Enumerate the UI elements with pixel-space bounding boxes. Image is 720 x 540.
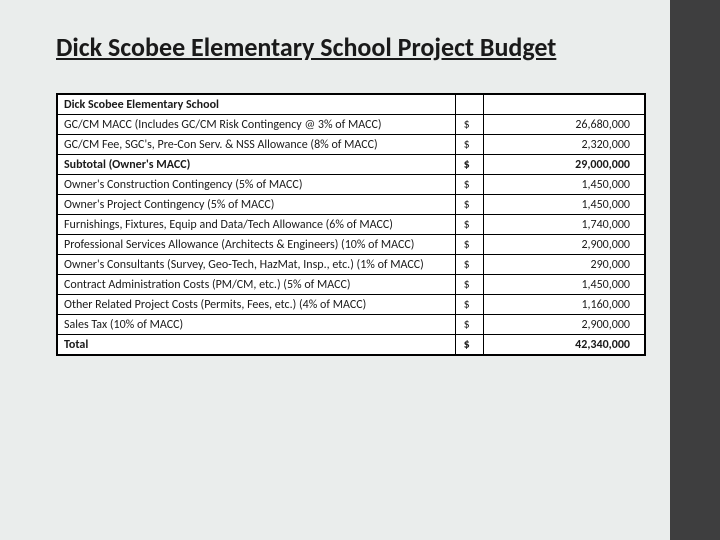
row-currency: $ (455, 255, 483, 275)
row-currency: $ (455, 135, 483, 155)
table-row: Total$42,340,000 (58, 335, 645, 355)
row-amount: 1,160,000 (483, 295, 644, 315)
row-currency: $ (455, 195, 483, 215)
table-header-currency (455, 95, 483, 115)
row-label: Sales Tax (10% of MACC) (58, 315, 456, 335)
table-row: Owner's Project Contingency (5% of MACC)… (58, 195, 645, 215)
row-amount: 2,900,000 (483, 235, 644, 255)
row-currency: $ (455, 275, 483, 295)
table-row: Owner's Consultants (Survey, Geo-Tech, H… (58, 255, 645, 275)
row-label: Subtotal (Owner's MACC) (58, 155, 456, 175)
row-amount: 1,740,000 (483, 215, 644, 235)
row-currency: $ (455, 155, 483, 175)
row-currency: $ (455, 215, 483, 235)
row-label: Owner's Project Contingency (5% of MACC) (58, 195, 456, 215)
table-row: Other Related Project Costs (Permits, Fe… (58, 295, 645, 315)
budget-table: Dick Scobee Elementary School GC/CM MACC… (57, 94, 645, 355)
budget-table-body: Dick Scobee Elementary School GC/CM MACC… (58, 95, 645, 355)
table-row: Owner's Construction Contingency (5% of … (58, 175, 645, 195)
slide-main: Dick Scobee Elementary School Project Bu… (0, 0, 670, 540)
row-amount: 26,680,000 (483, 115, 644, 135)
row-label: GC/CM Fee, SGC's, Pre-Con Serv. & NSS Al… (58, 135, 456, 155)
slide-sidebar (670, 0, 720, 540)
row-label: Furnishings, Fixtures, Equip and Data/Te… (58, 215, 456, 235)
table-row: GC/CM MACC (Includes GC/CM Risk Continge… (58, 115, 645, 135)
page-title: Dick Scobee Elementary School Project Bu… (56, 32, 646, 63)
row-currency: $ (455, 235, 483, 255)
table-header-label: Dick Scobee Elementary School (58, 95, 456, 115)
row-currency: $ (455, 335, 483, 355)
budget-table-wrap: Dick Scobee Elementary School GC/CM MACC… (56, 93, 646, 356)
row-currency: $ (455, 315, 483, 335)
row-label: Other Related Project Costs (Permits, Fe… (58, 295, 456, 315)
row-label: Professional Services Allowance (Archite… (58, 235, 456, 255)
row-label: Owner's Construction Contingency (5% of … (58, 175, 456, 195)
row-amount: 2,320,000 (483, 135, 644, 155)
table-header-amount (483, 95, 644, 115)
table-row: Subtotal (Owner's MACC)$29,000,000 (58, 155, 645, 175)
table-row: Sales Tax (10% of MACC)$2,900,000 (58, 315, 645, 335)
table-row: Professional Services Allowance (Archite… (58, 235, 645, 255)
row-label: Owner's Consultants (Survey, Geo-Tech, H… (58, 255, 456, 275)
table-row: Contract Administration Costs (PM/CM, et… (58, 275, 645, 295)
row-amount: 2,900,000 (483, 315, 644, 335)
row-amount: 1,450,000 (483, 175, 644, 195)
row-amount: 42,340,000 (483, 335, 644, 355)
row-label: Total (58, 335, 456, 355)
row-amount: 1,450,000 (483, 195, 644, 215)
row-currency: $ (455, 115, 483, 135)
row-amount: 290,000 (483, 255, 644, 275)
row-currency: $ (455, 175, 483, 195)
row-amount: 1,450,000 (483, 275, 644, 295)
table-row: Furnishings, Fixtures, Equip and Data/Te… (58, 215, 645, 235)
row-currency: $ (455, 295, 483, 315)
row-amount: 29,000,000 (483, 155, 644, 175)
row-label: GC/CM MACC (Includes GC/CM Risk Continge… (58, 115, 456, 135)
row-label: Contract Administration Costs (PM/CM, et… (58, 275, 456, 295)
table-row: GC/CM Fee, SGC's, Pre-Con Serv. & NSS Al… (58, 135, 645, 155)
table-header-row: Dick Scobee Elementary School (58, 95, 645, 115)
